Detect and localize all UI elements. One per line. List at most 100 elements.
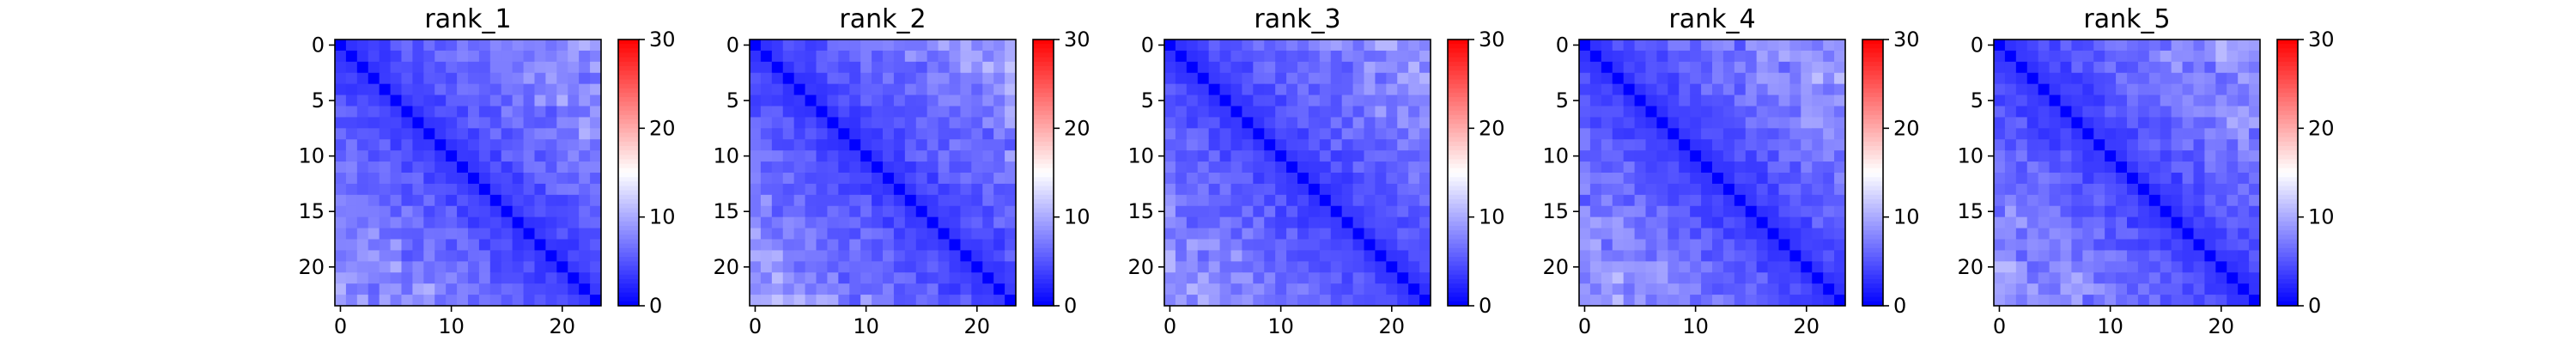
colorbar-segment: [1862, 288, 1883, 294]
colorbar-segment: [618, 173, 639, 178]
heatmap-cell: [1319, 261, 1332, 273]
heatmap-cell: [2193, 106, 2205, 118]
heatmap-cell: [1408, 250, 1420, 262]
heatmap-cell: [2116, 161, 2128, 174]
heatmap-cell: [1656, 40, 1668, 52]
heatmap-cell: [1801, 117, 1813, 129]
heatmap-cell: [1408, 40, 1420, 52]
heatmap-cell: [1645, 173, 1657, 185]
heatmap-cell: [927, 139, 939, 151]
heatmap-cell: [2193, 261, 2205, 273]
colorbar-segment: [618, 216, 639, 222]
heatmap-cell: [1656, 295, 1668, 307]
heatmap-cell: [1375, 128, 1387, 140]
heatmap-cell: [423, 194, 435, 207]
heatmap-cell: [2193, 250, 2205, 262]
heatmap-cell: [1364, 161, 1376, 174]
heatmap-cell: [2193, 139, 2205, 151]
heatmap-cell: [750, 216, 762, 229]
y-tick-label: 10: [1127, 144, 1154, 168]
heatmap-cell: [938, 173, 950, 185]
heatmap-cell: [401, 239, 413, 251]
heatmap-cell: [2105, 239, 2117, 251]
heatmap-cell: [1386, 272, 1398, 284]
heatmap-cell: [523, 50, 535, 63]
heatmap-cell: [434, 61, 447, 74]
heatmap-cell: [893, 194, 906, 207]
heatmap-cell: [390, 139, 402, 151]
heatmap-cell: [760, 205, 773, 218]
heatmap-cell: [827, 61, 839, 74]
colorbar-segment: [1033, 270, 1054, 276]
heatmap-cell: [1801, 139, 1813, 151]
heatmap-cell: [523, 261, 535, 273]
heatmap-cell: [335, 173, 347, 185]
heatmap-cell: [1589, 295, 1602, 307]
colorbar-segment: [618, 226, 639, 231]
heatmap-cell: [1601, 283, 1613, 295]
colorbar-frame: [617, 39, 640, 307]
heatmap-cell: [915, 194, 928, 207]
colorbar-segment: [1033, 93, 1054, 98]
heatmap-cell: [2093, 239, 2105, 251]
heatmap-cell: [2060, 261, 2072, 273]
heatmap-cell: [1242, 94, 1254, 107]
heatmap-cell: [2215, 272, 2227, 284]
colorbar-segment: [2277, 190, 2298, 196]
heatmap-cell: [872, 250, 884, 262]
heatmap-cell: [1197, 216, 1210, 229]
heatmap-cell: [1297, 194, 1309, 207]
heatmap-cell: [446, 261, 458, 273]
heatmap-cell: [793, 128, 806, 140]
heatmap-cell: [1834, 250, 1846, 262]
heatmap-cell: [1005, 216, 1017, 229]
heatmap-cell: [1386, 173, 1398, 185]
heatmap-cell: [805, 106, 817, 118]
heatmap-cell: [2127, 128, 2139, 140]
heatmap-cell: [1812, 205, 1824, 218]
heatmap-cell: [782, 250, 795, 262]
heatmap-cell: [478, 161, 491, 174]
heatmap-cell: [2082, 83, 2094, 96]
colorbar-segment: [1448, 265, 1468, 271]
heatmap-cell: [1756, 295, 1769, 307]
heatmap-cell: [2004, 94, 2017, 107]
heatmap-cell: [2060, 283, 2072, 295]
heatmap-cell: [1364, 117, 1376, 129]
heatmap-cell: [904, 239, 917, 251]
heatmap-cell: [838, 283, 850, 295]
heatmap-cell: [1419, 161, 1431, 174]
heatmap-cell: [982, 239, 994, 251]
heatmap-cell: [1386, 194, 1398, 207]
heatmap-cell: [401, 83, 413, 96]
heatmap-cell: [993, 106, 1005, 118]
heatmap-cell: [1364, 40, 1376, 52]
colorbar-segment: [618, 208, 639, 214]
heatmap-cell: [345, 183, 358, 196]
heatmap-cell: [883, 61, 895, 74]
heatmap-cell: [1286, 128, 1298, 140]
heatmap-cell: [849, 216, 861, 229]
heatmap-cell: [534, 173, 546, 185]
heatmap-cell: [590, 250, 602, 262]
heatmap-cell: [904, 228, 917, 240]
heatmap-cell: [2127, 239, 2139, 251]
heatmap-cell: [2026, 250, 2039, 262]
heatmap-cell: [1386, 239, 1398, 251]
heatmap-cell: [1634, 261, 1646, 273]
heatmap-cell: [356, 194, 369, 207]
heatmap-cell: [1242, 228, 1254, 240]
colorbar-segment: [1033, 132, 1054, 138]
heatmap-cell: [1164, 272, 1176, 284]
heatmap-cell: [1823, 106, 1835, 118]
heatmap-cell: [401, 40, 413, 52]
colorbar-segment: [1862, 279, 1883, 284]
heatmap-cell: [1386, 205, 1398, 218]
heatmap-cell: [368, 40, 380, 52]
heatmap-cell: [1219, 228, 1231, 240]
heatmap-cell: [2171, 50, 2184, 63]
colorbar-segment: [1862, 177, 1883, 182]
heatmap-cell: [1230, 228, 1242, 240]
heatmap-cell: [1164, 40, 1176, 52]
heatmap-cell: [1341, 94, 1354, 107]
